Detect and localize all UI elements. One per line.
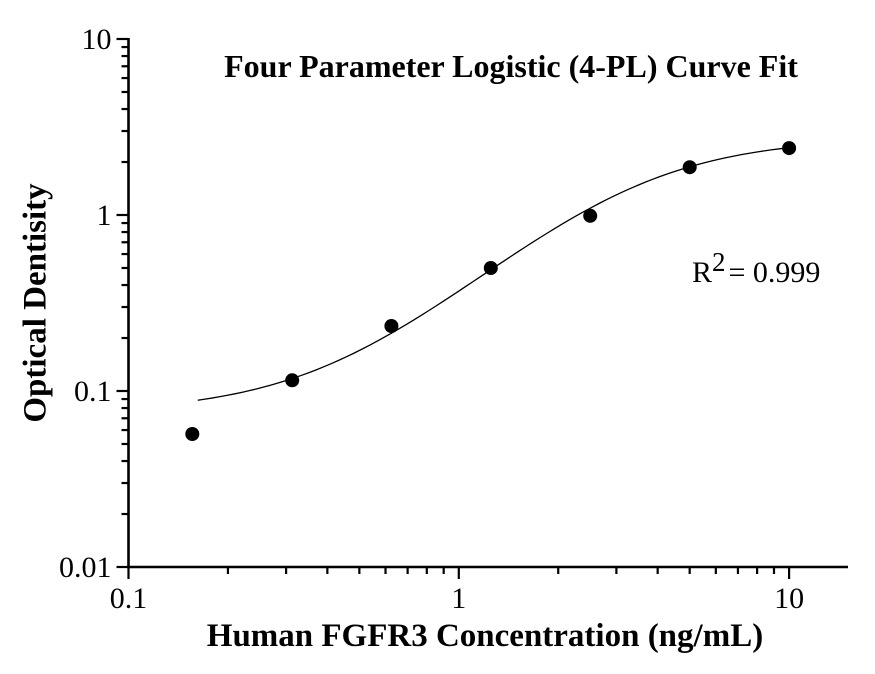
x-tick-label: 10 [774,582,804,615]
y-axis-label: Optical Dentisity [17,183,54,423]
y-tick-label: 0.01 [59,551,112,584]
data-point [583,208,598,223]
data-point [185,427,200,441]
y-tick-label: 0.1 [74,375,112,408]
data-point [782,141,797,156]
x-axis-label: Human FGFR3 Concentration (ng/mL) [206,618,764,654]
data-point [384,319,399,333]
r-squared-exponent: 2 [712,247,726,277]
y-tick-label: 1 [97,199,112,232]
data-point [682,160,697,175]
data-point [285,373,300,388]
r-squared-annotation: R2 = 0.999 [692,249,821,290]
x-tick-label: 0.1 [110,582,148,615]
r-squared-value: = 0.999 [728,256,821,289]
r-squared-base: R [692,256,713,289]
chart-title: Four Parameter Logistic (4-PL) Curve Fit [224,48,798,84]
data-point [483,261,498,275]
y-tick-label: 10 [82,23,112,56]
x-tick-label: 1 [451,582,466,615]
